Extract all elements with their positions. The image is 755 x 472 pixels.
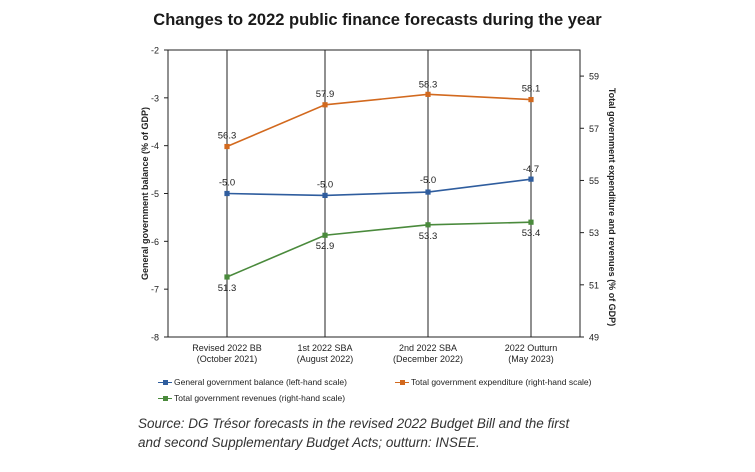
right-tick-label: 49 [589, 333, 599, 343]
left-tick-label: -8 [151, 333, 159, 343]
source-line-2: and second Supplementary Budget Acts; ou… [138, 435, 480, 450]
x-tick-sublabel: (August 2022) [297, 354, 354, 364]
x-tick-label: 1st 2022 SBA [297, 343, 352, 353]
left-tick-label: -4 [151, 141, 159, 151]
legend-label-expenditure: Total government expenditure (right-hand… [411, 377, 592, 387]
data-point [224, 143, 230, 150]
data-label: 53.3 [419, 231, 438, 242]
data-label: 51.3 [218, 283, 237, 294]
legend-item-expenditure: Total government expenditure (right-hand… [395, 377, 592, 387]
data-point [322, 192, 328, 199]
left-tick-label: -7 [151, 285, 159, 295]
data-label: 53.4 [522, 228, 541, 239]
right-tick-label: 55 [589, 176, 599, 186]
chart-title: Changes to 2022 public finance forecasts… [153, 11, 602, 29]
data-label: 56.3 [218, 131, 237, 142]
chart-plot: -2 -3 -4 -5 -6 -7 -8 59 57 55 53 51 49 Revised 2022 B… [140, 46, 617, 365]
data-label: 57.9 [316, 89, 335, 100]
legend-label-balance: General government balance (left-hand sc… [174, 377, 347, 387]
data-point [528, 96, 534, 103]
x-tick-sublabel: (May 2023) [508, 354, 554, 364]
data-label: -4.7 [523, 164, 539, 175]
source-note: Source: DG Trésor forecasts in the revis… [138, 414, 738, 452]
legend-swatch-expenditure [395, 378, 409, 386]
left-axis-title: General government balance (% of GDP) [140, 107, 150, 280]
data-point [425, 189, 431, 195]
x-tick-sublabel: (December 2022) [393, 354, 463, 364]
x-tick-label: 2nd 2022 SBA [399, 343, 457, 353]
data-label: -5.0 [219, 178, 235, 189]
left-tick-label: -6 [151, 237, 159, 247]
data-label: 58.1 [522, 84, 541, 95]
data-point [322, 102, 328, 108]
legend-label-revenues: Total government revenues (right-hand sc… [174, 393, 346, 403]
data-point [528, 176, 534, 182]
data-label: -5.0 [317, 179, 333, 190]
left-tick-label: -2 [151, 46, 159, 56]
right-tick-label: 59 [589, 72, 599, 82]
data-point [528, 219, 534, 225]
data-point [425, 91, 431, 97]
data-label: -5.0 [420, 175, 436, 186]
data-point [322, 232, 328, 238]
right-tick-label: 53 [589, 228, 599, 238]
x-tick-label: 2022 Outturn [505, 343, 558, 353]
data-label: 52.9 [316, 241, 335, 252]
x-tick-label: Revised 2022 BB [192, 343, 262, 353]
source-line-1: Source: DG Trésor forecasts in the revis… [138, 416, 570, 431]
left-tick-label: -3 [151, 93, 159, 103]
series-line-2 [226, 221, 532, 278]
right-tick-label: 57 [589, 124, 599, 134]
legend-swatch-revenues [158, 394, 172, 402]
left-tick-label: -5 [151, 189, 159, 199]
data-point [425, 222, 431, 228]
x-tick-sublabel: (October 2021) [197, 354, 258, 364]
series-line-1 [226, 93, 532, 148]
legend-item-balance: General government balance (left-hand sc… [158, 377, 347, 387]
legend-item-revenues: Total government revenues (right-hand sc… [158, 393, 345, 403]
data-label: 58.3 [419, 79, 438, 90]
data-point [224, 274, 230, 280]
right-axis-title: Total government expenditure and revenue… [607, 88, 617, 326]
right-tick-label: 51 [589, 280, 599, 290]
legend-swatch-balance [158, 378, 172, 386]
series-line-0 [226, 178, 532, 197]
data-point [224, 190, 230, 197]
